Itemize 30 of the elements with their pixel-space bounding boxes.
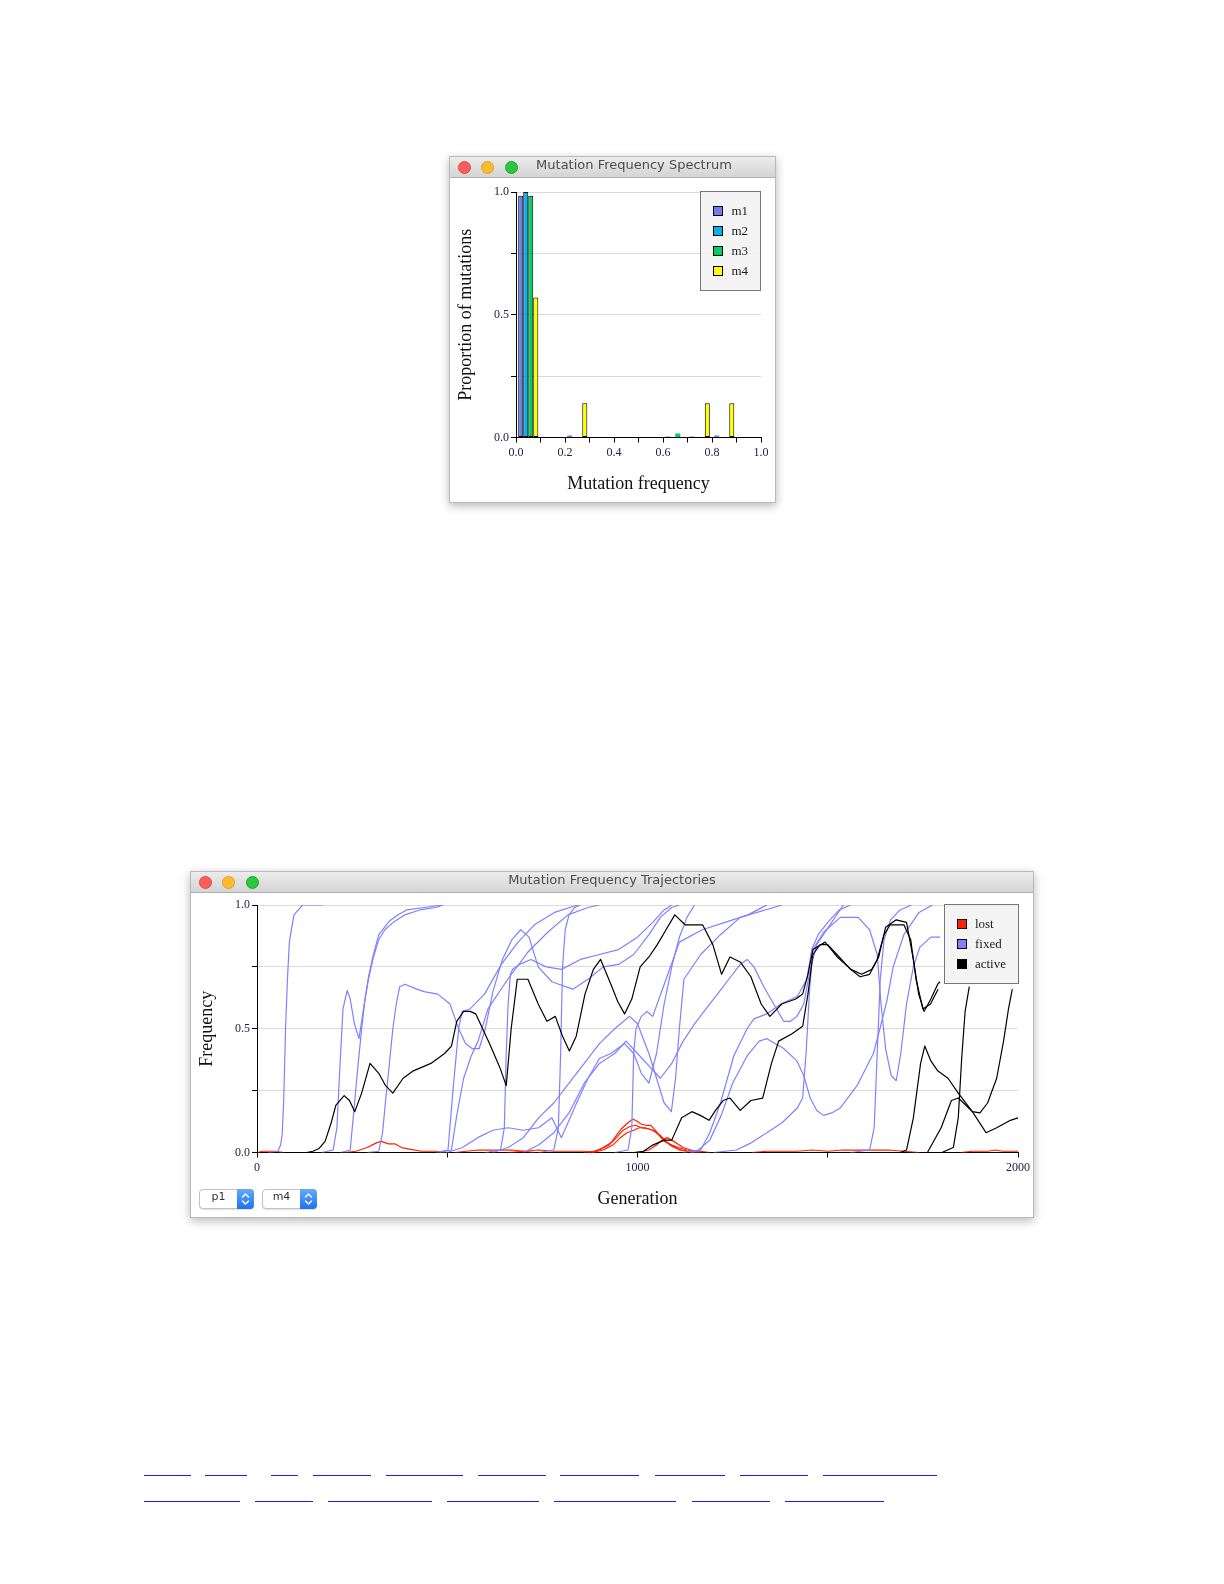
y-tick-label: 0.5: [494, 306, 509, 321]
popup-button: p1: [199, 1189, 254, 1209]
legend-label: lost: [974, 916, 994, 932]
legend-label: active: [974, 956, 1006, 972]
legend-label: m4: [731, 263, 748, 279]
y-tick-label: 0.0: [235, 1144, 250, 1159]
x-tick-label: 0.6: [655, 444, 671, 459]
legend-label: m3: [731, 243, 748, 259]
chart-title: Mutation Frequency Spectrum: [536, 157, 732, 174]
x-tick-label: 1000: [625, 1159, 650, 1174]
x-tick-label: 0.4: [606, 444, 622, 459]
y-tick-label: 0.5: [235, 1020, 250, 1035]
y-tick-label: 1.0: [235, 897, 250, 912]
y-axis-title: Proportion of mutations: [454, 228, 475, 401]
x-axis-title: Mutation frequency: [567, 473, 710, 494]
x-tick-label: 0.0: [508, 444, 524, 459]
legend-label: m1: [731, 203, 748, 219]
y-tick-label: 0.0: [494, 429, 509, 444]
x-tick-label: 0.2: [557, 444, 573, 459]
x-tick-label: 2000: [1006, 1159, 1030, 1174]
x-tick-label: 0.8: [704, 444, 720, 459]
x-tick-label: 1.0: [753, 444, 769, 459]
y-tick-label: 1.0: [494, 184, 509, 199]
chart-title: Mutation Frequency Trajectories: [508, 872, 716, 889]
y-axis-title: Frequency: [195, 990, 216, 1067]
x-tick-label: 0: [254, 1159, 260, 1174]
x-axis-title: Generation: [597, 1188, 678, 1209]
legend-label: m2: [731, 223, 748, 239]
popup-button: m4: [262, 1189, 317, 1209]
legend-label: fixed: [974, 936, 1002, 952]
